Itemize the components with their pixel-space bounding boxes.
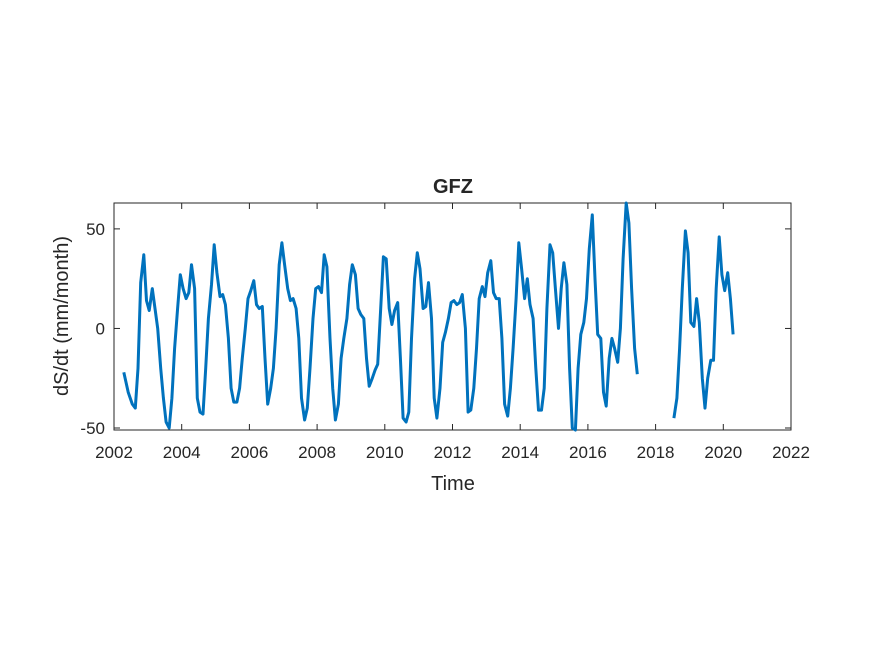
x-tick-label: 2020 xyxy=(704,443,742,462)
x-tick-label: 2012 xyxy=(434,443,472,462)
x-tick-label: 2010 xyxy=(366,443,404,462)
y-tick-label: -50 xyxy=(80,419,105,438)
x-axis-label: Time xyxy=(431,473,475,495)
x-tick-label: 2014 xyxy=(501,443,539,462)
chart-title: GFZ xyxy=(433,176,473,198)
axis-tick-labels: 2002 2004 2006 2008 2010 2012 2014 2016 2018 2020… xyxy=(80,220,809,462)
x-tick-label: 2008 xyxy=(298,443,336,462)
x-tick-label: 2002 xyxy=(95,443,133,462)
axis-ticks xyxy=(113,203,792,430)
series-line-segment xyxy=(672,229,735,419)
series-lines xyxy=(122,201,735,432)
x-tick-label: 2006 xyxy=(230,443,268,462)
x-tick-label: 2022 xyxy=(772,443,810,462)
y-tick-label: 0 xyxy=(96,319,105,338)
x-tick-label: 2004 xyxy=(163,443,201,462)
x-tick-label: 2016 xyxy=(569,443,607,462)
x-tick-label: 2018 xyxy=(637,443,675,462)
series-line-segment xyxy=(122,201,639,432)
y-axis-label: dS/dt (mm/month) xyxy=(51,236,73,396)
y-tick-label: 50 xyxy=(86,220,105,239)
